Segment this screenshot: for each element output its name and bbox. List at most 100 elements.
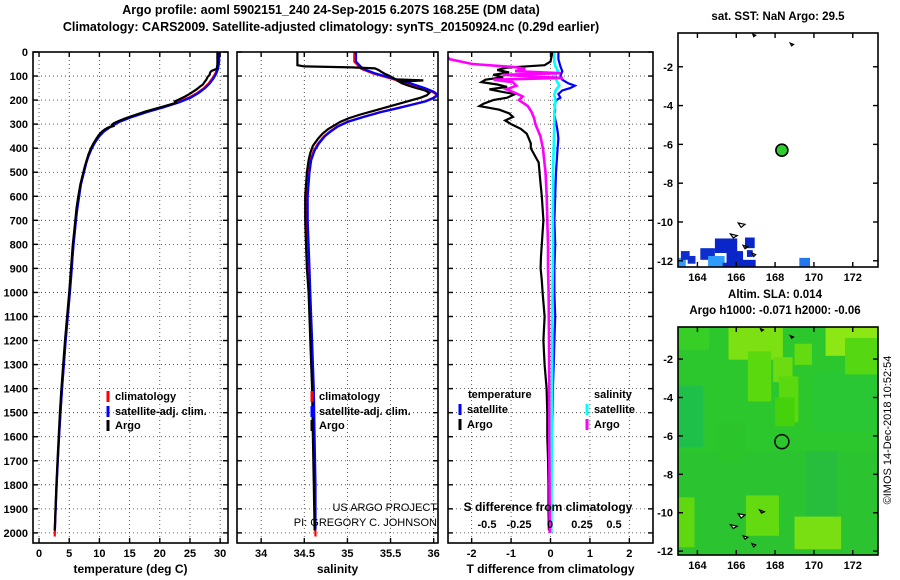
y-tick-label: -6 [663, 139, 673, 151]
y-tick-label: 600 [10, 191, 28, 203]
difference-profile-panel: -2 -1 0 1 2 T difference from climatology S di… [447, 51, 654, 576]
x-tick-label: 168 [766, 560, 784, 572]
x-tick-label: 166 [727, 272, 745, 284]
series-t-diff-argo [476, 52, 554, 531]
island-outline [788, 334, 795, 340]
y-tick-label: 2000 [4, 528, 28, 540]
series-s-diff-satellite [550, 52, 561, 533]
y-tick-label: -8 [663, 469, 673, 481]
sla-map-panel: 164 166 168 170 172 -2 -4 -6 -8 -10 -12 [657, 326, 879, 572]
y-tick-label: -4 [663, 101, 674, 113]
y-tick-label: 500 [10, 167, 28, 179]
legend-label: satellite-adj. clim. [319, 406, 411, 418]
sla_map-axes-box [677, 326, 879, 556]
x-tick-label: 168 [766, 272, 784, 284]
x-tick-label: 0 [36, 548, 42, 560]
y-tick-label: -2 [663, 62, 673, 74]
map-cell [722, 262, 734, 267]
map-cell [794, 343, 812, 365]
legend-label: salinity [594, 389, 633, 401]
map-cell [746, 250, 753, 257]
series-argo [53, 52, 219, 531]
series-satellite-adj-clim [53, 52, 221, 530]
salinity_profile-axes-box [236, 51, 439, 544]
map-cell [716, 422, 746, 461]
series-t-diff-satellite [549, 52, 578, 533]
legend-label: Argo [467, 419, 493, 431]
legend-label: Argo [594, 419, 620, 431]
series-satellite-adj-clim [306, 52, 438, 530]
series-climatology [305, 52, 438, 537]
sst-map-panel: 164 166 168 170 172 -2 -4 -6 -8 -10 -12 [657, 32, 879, 284]
annotation-text: 0 [547, 519, 553, 531]
annotation-text: 0.5 [606, 519, 621, 531]
map-cell [678, 497, 695, 548]
y-tick-label: 400 [10, 143, 28, 155]
x-tick-label: 15 [123, 548, 135, 560]
difference_profile-x-axis-label: T difference from climatology [466, 562, 634, 576]
y-tick-label: 0 [22, 47, 28, 59]
annotation-text: -0.5 [478, 519, 497, 531]
salinity-profile-panel: 34 34.5 35 35.5 36 salinity US ARGO PROJECT PI:… [236, 51, 440, 576]
sla-map-title: Altim. SLA: 0.014 [728, 289, 822, 301]
x-tick-label: 0 [547, 548, 553, 560]
island-outline [759, 327, 765, 333]
y-tick-label: -4 [663, 392, 674, 404]
y-tick-label: 1400 [4, 384, 28, 396]
salinity_profile-plot: 34 34.5 35 35.5 36 salinity US ARGO PROJECT PI:… [236, 51, 440, 576]
x-tick-label: 25 [184, 548, 196, 560]
y-tick-label: 300 [10, 119, 28, 131]
series-climatology [53, 52, 220, 537]
y-tick-label: -12 [657, 256, 673, 268]
map-cell [680, 251, 690, 260]
map-cell [806, 451, 838, 517]
imos-credit-text: ©IMOS 14-Dec-2018 10:52:54 [882, 355, 894, 505]
legend-label: satellite [594, 404, 635, 416]
x-tick-label: 20 [154, 548, 166, 560]
y-tick-label: 100 [10, 71, 28, 83]
island-outline [741, 534, 750, 541]
island-outline [750, 542, 757, 548]
figure-title-line1: Argo profile: aoml 5902151_240 24-Sep-20… [122, 3, 540, 17]
legend-label: Argo [115, 420, 141, 432]
x-tick-label: 172 [844, 272, 862, 284]
island-outline [741, 244, 750, 250]
x-tick-label: 170 [805, 272, 823, 284]
argo-float-position-marker [775, 143, 789, 157]
island-outline [758, 508, 766, 514]
x-tick-label: -2 [467, 548, 477, 560]
map-cell [678, 385, 704, 448]
legend-label: satellite-adj. clim. [115, 406, 207, 418]
y-tick-label: 800 [10, 239, 28, 251]
map-cell [678, 327, 710, 351]
annotation-text: S difference from climatology [464, 500, 633, 514]
x-tick-label: 5 [66, 548, 72, 560]
y-tick-label: 1100 [4, 311, 28, 323]
map-cell [773, 357, 793, 383]
x-tick-label: 35.5 [380, 548, 401, 560]
sla_map-plot: 164 166 168 170 172 -2 -4 -6 -8 -10 -12 [657, 326, 879, 572]
y-tick-label: 1800 [4, 480, 28, 492]
y-tick-label: 1000 [4, 287, 28, 299]
x-tick-label: 2 [626, 548, 632, 560]
map-cell [678, 257, 686, 267]
map-cell [739, 259, 756, 267]
map-cell [799, 257, 811, 267]
sst_map-plot: 164 166 168 170 172 -2 -4 -6 -8 -10 -12 [657, 32, 879, 284]
temperature_profile-plot: 0 5 10 15 20 25 300100200300400500600700800900… [4, 47, 229, 576]
legend-label: temperature [468, 389, 532, 401]
temperature_profile-x-axis-label: temperature (deg C) [73, 562, 187, 576]
map-cell [708, 255, 725, 267]
y-tick-label: 1500 [4, 408, 28, 420]
legend-label: climatology [319, 391, 381, 403]
y-tick-label: -10 [657, 508, 673, 520]
x-tick-label: 166 [727, 560, 745, 572]
legend-label: climatology [115, 391, 177, 403]
series-argo [296, 52, 432, 531]
series-s-diff-argo [448, 55, 564, 533]
temperature-profile-panel: 0 5 10 15 20 25 30 0 100 200 300 400 500 600 700 800 900… [4, 47, 229, 576]
y-tick-label: 1700 [4, 456, 28, 468]
y-tick-label: 200 [10, 95, 28, 107]
island-outline [750, 251, 757, 258]
